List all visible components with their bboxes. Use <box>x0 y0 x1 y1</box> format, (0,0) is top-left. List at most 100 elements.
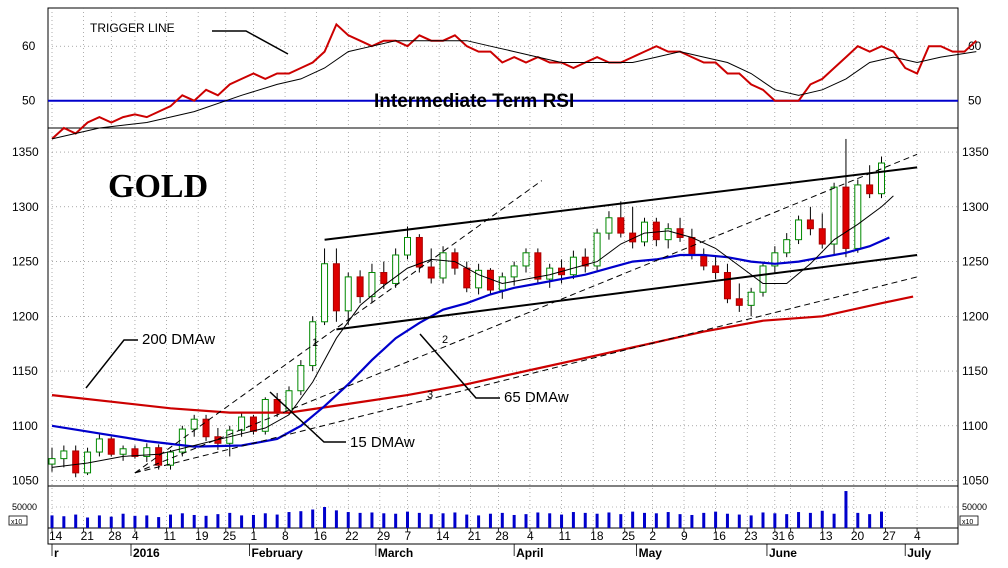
volume-bar <box>346 512 350 528</box>
price-y-tick-label-left: 1250 <box>12 255 39 269</box>
volume-y-tick-label-left: 50000 <box>12 502 37 512</box>
volume-bar <box>204 515 208 528</box>
volume-bar <box>50 515 54 528</box>
volume-bar <box>406 511 409 528</box>
fan-label-2: 2 <box>442 334 448 346</box>
volume-bar <box>844 491 848 528</box>
panel-frames <box>47 7 959 545</box>
volume-bar <box>808 512 812 528</box>
volume-bar <box>737 514 741 528</box>
rsi-y-tick-label-left: 50 <box>22 94 36 108</box>
volume-bar <box>263 513 267 528</box>
price-y-tick-label-right: 1200 <box>962 309 989 323</box>
x-tick-label: 16 <box>314 529 328 543</box>
volume-bar <box>773 513 777 528</box>
volume-bar <box>583 512 587 528</box>
volume-bar <box>157 517 161 528</box>
volume-bar <box>370 512 374 528</box>
price-y-tick-label-left: 1350 <box>12 145 39 159</box>
x-tick-label: 29 <box>377 529 391 543</box>
candle-up <box>439 252 447 279</box>
x-tick-label: 4 <box>132 529 139 543</box>
line-dma15 <box>51 195 894 468</box>
price-y-tick-label-left: 1150 <box>12 364 38 378</box>
volume-bar <box>571 512 575 528</box>
volume-bar <box>121 513 125 528</box>
line-rsi <box>51 22 977 140</box>
price-y-tick-label-left: 1100 <box>12 419 38 433</box>
candle-down <box>332 263 340 312</box>
x-tick-label: 16 <box>713 529 727 543</box>
candle-up <box>510 265 518 278</box>
volume-bars <box>50 491 883 528</box>
x-tick-label: 11 <box>559 529 572 543</box>
volume-bar <box>797 512 801 528</box>
candle-up <box>392 254 400 284</box>
volume-bar <box>382 513 386 528</box>
x-tick-label: 28 <box>108 529 122 543</box>
candle-down <box>723 272 731 300</box>
x-tick-label: 21 <box>468 529 482 543</box>
month-label: March <box>378 546 413 560</box>
candle-down <box>866 184 874 195</box>
x-tick-label: 25 <box>622 529 636 543</box>
volume-bar <box>560 514 564 528</box>
month-label: June <box>769 546 797 560</box>
price-y-tick-label-right: 1350 <box>962 145 989 159</box>
volume-bar <box>74 514 78 528</box>
candle-up <box>475 269 483 289</box>
candle-down <box>202 418 210 438</box>
rsi-y-tick-label-right: 50 <box>968 94 982 108</box>
fan-label-1: 1 <box>312 337 318 349</box>
price-y-tick-label-left: 1200 <box>12 309 39 323</box>
volume-bar <box>536 512 540 528</box>
volume-bar <box>228 512 232 528</box>
line-channel-lower <box>336 254 918 331</box>
candle-up <box>261 399 269 432</box>
volume-bar <box>417 512 421 528</box>
volume-bar <box>97 515 101 528</box>
volume-bar <box>109 516 113 528</box>
volume-y-tick-label-right: 50000 <box>962 502 987 512</box>
volume-bar <box>868 514 872 528</box>
volume-bar <box>820 510 824 528</box>
pointer-65dmaw <box>419 333 500 399</box>
candle-up <box>783 239 791 254</box>
candle-down <box>842 186 850 249</box>
price-y-tick-label-right: 1250 <box>962 255 989 269</box>
x-tick-label: 27 <box>882 529 896 543</box>
candle-down <box>155 447 163 466</box>
month-label: r <box>54 546 59 560</box>
x-tick-label: 25 <box>223 529 237 543</box>
volume-bar <box>524 514 528 528</box>
axes: 14 21 28 4 11 19 25 1 8 16 22 29 7 14 21 28 4 11 18 25 2 9 16 2… <box>12 39 989 560</box>
month-label: February <box>252 546 304 560</box>
line-fan-3 <box>134 276 918 474</box>
volume-bar <box>678 514 682 528</box>
x-tick-label: 31 <box>772 529 786 543</box>
volume-bar <box>145 515 149 528</box>
volume-bar <box>595 513 599 528</box>
price-y-tick-label-right: 1050 <box>962 474 989 488</box>
candles <box>48 138 885 478</box>
volume-bar <box>690 514 694 528</box>
price-y-tick-label-right: 1300 <box>962 200 989 214</box>
candle-up <box>759 265 767 293</box>
month-label: July <box>907 546 931 560</box>
label-15dmaw: 15 DMAw <box>350 434 415 451</box>
volume-bar <box>619 514 623 528</box>
fan-label-3: 3 <box>427 389 433 401</box>
x-tick-label: 28 <box>495 529 509 543</box>
volume-bar <box>880 511 883 528</box>
x-tick-label: 14 <box>436 529 450 543</box>
volume-bar <box>702 512 706 528</box>
candle-down <box>581 256 589 267</box>
candle-down <box>451 252 459 269</box>
candle-up <box>309 321 317 367</box>
x-tick-label: 9 <box>681 529 688 543</box>
volume-bar <box>465 514 469 528</box>
month-label: 2016 <box>133 546 160 560</box>
volume-bar <box>192 514 196 528</box>
volume-box-label-left: x10 <box>11 519 22 526</box>
price-y-tick-label-left: 1300 <box>12 200 39 214</box>
